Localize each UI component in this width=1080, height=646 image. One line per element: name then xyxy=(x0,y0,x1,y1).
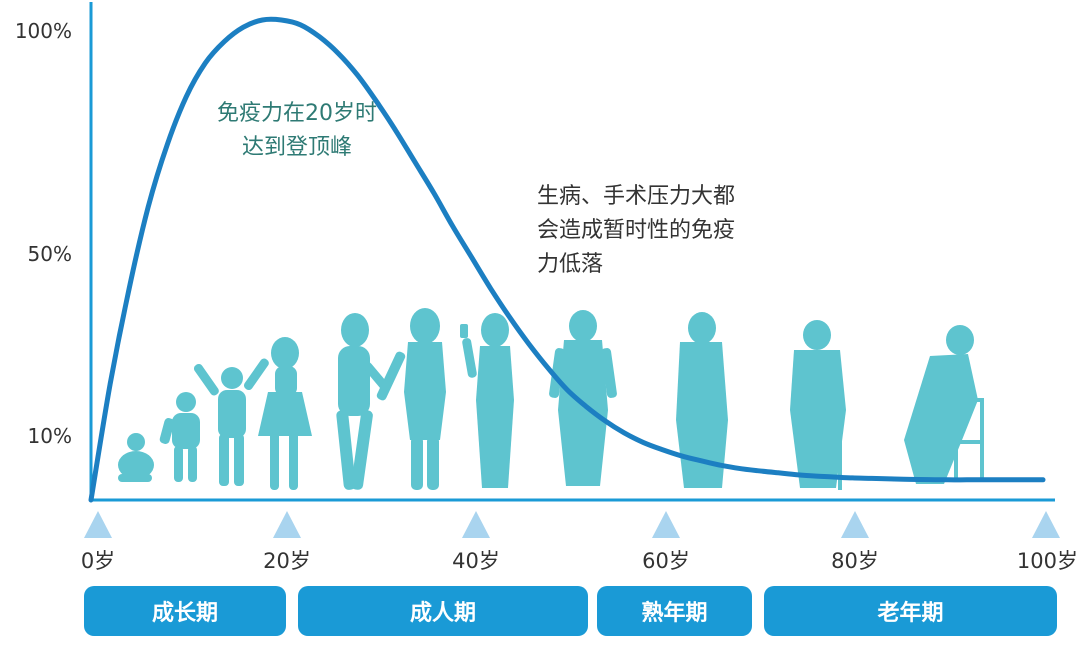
woman-silhouette-icon xyxy=(376,308,446,490)
annotation-line: 生病、手术压力大都 xyxy=(537,184,735,209)
stage-label: 成长期 xyxy=(84,586,286,636)
annotation-line: 力低落 xyxy=(537,252,603,277)
x-tick-label: 0岁 xyxy=(81,549,115,573)
x-tick-label: 40岁 xyxy=(452,549,500,573)
child-silhouette-icon xyxy=(193,358,269,486)
baby-silhouette-icon xyxy=(118,433,154,482)
stage-label: 老年期 xyxy=(764,586,1057,636)
annotation-line: 会造成暂时性的免疫 xyxy=(537,218,735,243)
x-tick-label: 20岁 xyxy=(263,549,311,573)
x-tick-marker-icon xyxy=(462,511,490,538)
x-tick-label: 100岁 xyxy=(1017,549,1078,573)
x-tick-marker-icon xyxy=(273,511,301,538)
annotation-line: 达到登顶峰 xyxy=(242,135,352,160)
x-tick-marker-icon xyxy=(1032,511,1060,538)
toddler-silhouette-icon xyxy=(159,392,200,482)
x-tick-marker-icon xyxy=(841,511,869,538)
stage-label: 熟年期 xyxy=(597,586,752,636)
elderly-cane-silhouette-icon xyxy=(790,320,846,490)
immunity-curve xyxy=(88,16,1046,503)
x-tick-label: 80岁 xyxy=(831,549,879,573)
adult-silhouette-icon xyxy=(549,310,617,486)
y-tick-label: 50% xyxy=(28,242,72,266)
x-tick-marker-icon xyxy=(84,511,112,538)
phone-woman-silhouette-icon xyxy=(460,313,514,488)
girl-silhouette-icon xyxy=(258,337,312,490)
x-tick-marker-icon xyxy=(652,511,680,538)
x-tick-label: 60岁 xyxy=(642,549,690,573)
elderly-walker-silhouette-icon xyxy=(904,325,984,484)
stage-label: 成人期 xyxy=(298,586,588,636)
y-tick-label: 10% xyxy=(28,424,72,448)
age-silhouettes xyxy=(118,308,984,490)
x-axis-ticks: 0岁 20岁 40岁 60岁 80岁 100岁 xyxy=(81,511,1078,573)
teen-silhouette-icon xyxy=(336,313,390,490)
annotation-line: 免疫力在20岁时 xyxy=(217,101,377,126)
mature-silhouette-icon xyxy=(676,312,728,488)
y-tick-label: 100% xyxy=(15,19,72,43)
y-axis-ticks: 100% 50% 10% xyxy=(15,19,72,448)
